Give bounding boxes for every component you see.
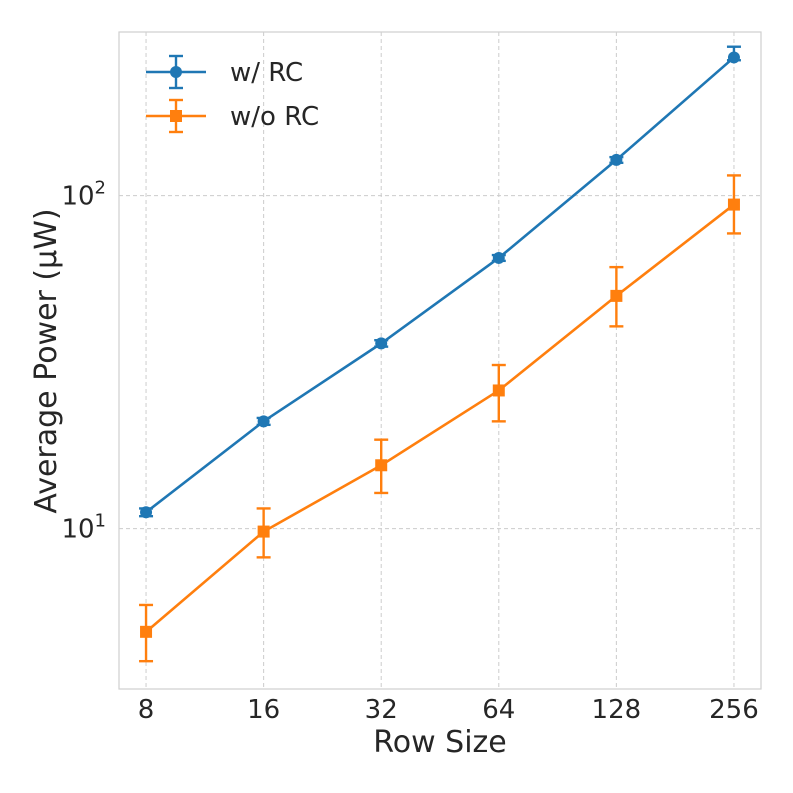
- plot-frame: [118, 31, 762, 690]
- data-point: [257, 525, 270, 538]
- legend-label: w/ RC: [230, 58, 303, 88]
- series-line: [145, 56, 735, 514]
- grid: [119, 32, 761, 689]
- data-point: [610, 153, 623, 166]
- series-w-rc: [139, 45, 741, 519]
- data-point: [375, 337, 388, 350]
- series-line: [145, 203, 735, 633]
- legend-entry-w-o-rc: w/o RC: [146, 98, 319, 134]
- data-point: [140, 506, 153, 519]
- series-layer: [139, 45, 741, 663]
- plot-background: [119, 32, 761, 689]
- legend: w/ RC w/o RC: [146, 54, 319, 134]
- data-point: [375, 459, 388, 472]
- x-tick-label: 32: [365, 695, 398, 725]
- x-tick-label: 64: [482, 695, 515, 725]
- legend-entry-w-rc: w/ RC: [146, 54, 303, 90]
- legend-label: w/o RC: [230, 102, 319, 132]
- series-w-o-rc: [139, 174, 741, 663]
- x-axis-label: Row Size: [373, 725, 507, 760]
- x-tick-label: 128: [592, 695, 642, 725]
- y-tick-label: 102: [61, 178, 106, 212]
- x-tick-label: 8: [138, 695, 155, 725]
- data-point: [257, 415, 270, 428]
- y-axis-ticks: 101 102: [61, 178, 106, 545]
- data-point: [610, 289, 623, 302]
- y-tick-label: 101: [61, 511, 106, 545]
- legend-marker: [170, 110, 182, 122]
- data-point: [140, 625, 153, 638]
- x-tick-label: 256: [709, 695, 759, 725]
- data-point: [492, 384, 505, 397]
- x-tick-label: 16: [247, 695, 280, 725]
- legend-marker: [170, 66, 182, 78]
- data-point: [727, 51, 740, 64]
- data-point: [492, 251, 505, 264]
- data-point: [727, 198, 740, 211]
- y-axis-label: Average Power (μW): [29, 208, 64, 513]
- x-axis-ticks: 8 16 32 64 128 256: [138, 695, 759, 725]
